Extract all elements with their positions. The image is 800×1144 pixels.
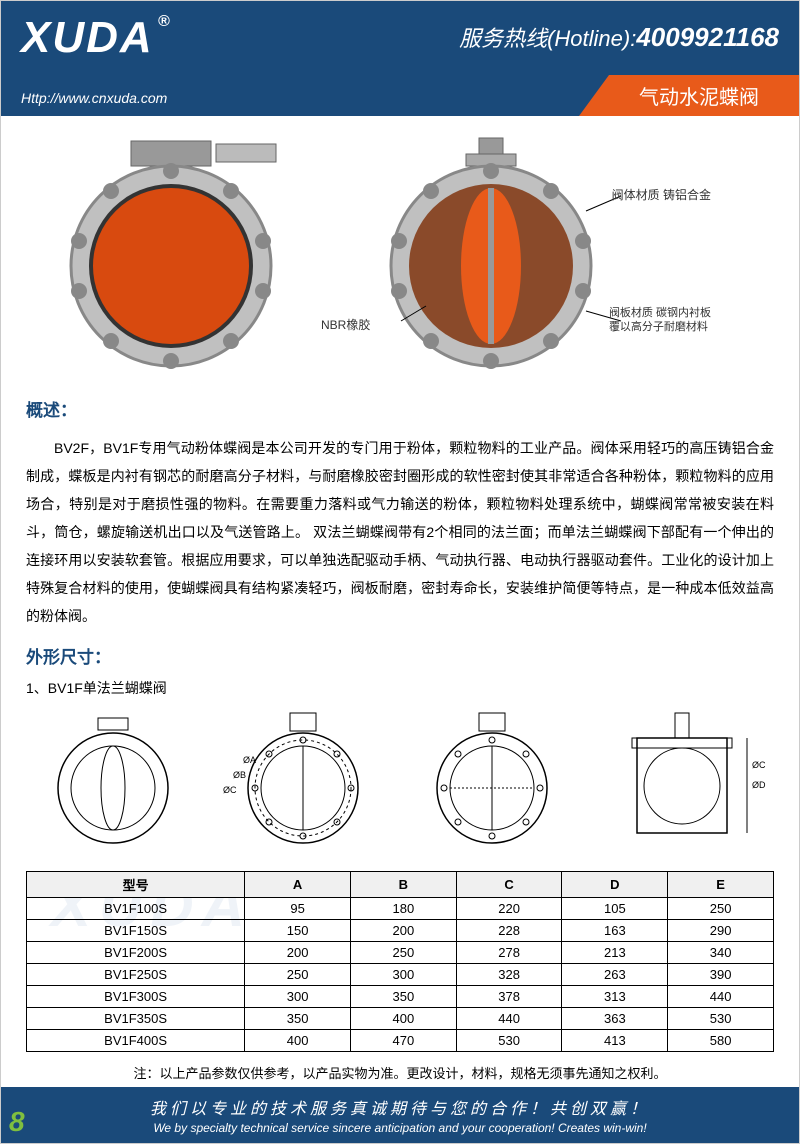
table-cell: BV1F250S (27, 964, 245, 986)
footer-slogan-en: We by specialty technical service sincer… (21, 1121, 779, 1135)
website-url: Http://www.cnxuda.com (21, 90, 167, 106)
table-cell: BV1F300S (27, 986, 245, 1008)
table-header-cell: C (456, 872, 562, 898)
table-row: BV1F100S95180220105250 (27, 898, 774, 920)
table-cell: 278 (456, 942, 562, 964)
table-cell: 350 (245, 1008, 351, 1030)
dimensions-title: 外形尺寸： (1, 638, 799, 673)
footer-slogan-cn: 我们以专业的技术服务真诚期待与您的合作！共创双赢！ (21, 1095, 779, 1119)
tech-drawing-2: ØC ØB ØA (218, 708, 393, 858)
overview-title: 概述： (1, 391, 799, 426)
table-cell: 350 (350, 986, 456, 1008)
table-cell: 530 (668, 1008, 774, 1030)
table-cell: 220 (456, 898, 562, 920)
tech-drawing-1 (28, 708, 203, 858)
table-header-cell: 型号 (27, 872, 245, 898)
tech-drawing-4: ØD ØC (597, 708, 772, 858)
table-cell: 213 (562, 942, 668, 964)
table-cell: 250 (245, 964, 351, 986)
table-cell: 300 (245, 986, 351, 1008)
table-cell: 470 (350, 1030, 456, 1052)
table-cell: 150 (245, 920, 351, 942)
table-cell: BV1F150S (27, 920, 245, 942)
registered-mark: ® (158, 13, 172, 31)
table-cell: 400 (245, 1030, 351, 1052)
table-row: BV1F150S150200228163290 (27, 920, 774, 942)
table-cell: 263 (562, 964, 668, 986)
product-images-row: NBR橡胶 阀体材质 铸铝合金 阀板材质 碳钢内衬板 覆以高分子耐磨材料 (1, 116, 799, 391)
specifications-table: 型号ABCDE BV1F100S95180220105250BV1F150S15… (26, 871, 774, 1052)
tech-drawing-3 (407, 708, 582, 858)
page-number: 8 (9, 1106, 25, 1138)
nbr-label: NBR橡胶 (321, 316, 370, 333)
footer: 8 我们以专业的技术服务真诚期待与您的合作！共创双赢！ We by specia… (1, 1087, 799, 1143)
table-cell: 413 (562, 1030, 668, 1052)
disclaimer-note: 注：以上产品参数仅供参考，以产品实物为准。更改设计，材料，规格无须事先通知之权利… (1, 1060, 799, 1087)
table-header-cell: B (350, 872, 456, 898)
table-row: BV1F200S200250278213340 (27, 942, 774, 964)
table-row: BV1F350S350400440363530 (27, 1008, 774, 1030)
table-cell: 580 (668, 1030, 774, 1052)
table-header-cell: D (562, 872, 668, 898)
valve-open-svg (331, 136, 651, 376)
table-header-cell: A (245, 872, 351, 898)
technical-drawings-row: ØC ØB ØA ØD ØC (1, 703, 799, 863)
svg-text:ØD: ØD (752, 780, 766, 790)
table-cell: 200 (245, 942, 351, 964)
body-material-label: 阀体材质 铸铝合金 (612, 186, 711, 203)
table-cell: 530 (456, 1030, 562, 1052)
svg-text:ØB: ØB (233, 770, 246, 780)
table-cell: 300 (350, 964, 456, 986)
table-cell: 163 (562, 920, 668, 942)
table-cell: 390 (668, 964, 774, 986)
valve-image-1 (31, 136, 311, 381)
hotline: 服务热线(Hotline):4009921168 (459, 21, 779, 53)
page-container: XUDA ® 服务热线(Hotline):4009921168 Http://w… (0, 0, 800, 1144)
table-cell: 328 (456, 964, 562, 986)
table-cell: 290 (668, 920, 774, 942)
table-cell: 250 (668, 898, 774, 920)
header: XUDA ® 服务热线(Hotline):4009921168 Http://w… (1, 1, 799, 116)
table-cell: 95 (245, 898, 351, 920)
table-cell: 200 (350, 920, 456, 942)
table-cell: 105 (562, 898, 668, 920)
valve-image-2: NBR橡胶 阀体材质 铸铝合金 阀板材质 碳钢内衬板 覆以高分子耐磨材料 (331, 136, 651, 381)
product-title-banner: 气动水泥蝶阀 (579, 75, 799, 116)
table-row: BV1F400S400470530413580 (27, 1030, 774, 1052)
table-cell: 378 (456, 986, 562, 1008)
svg-text:ØA: ØA (243, 755, 256, 765)
table-cell: 250 (350, 942, 456, 964)
table-cell: BV1F100S (27, 898, 245, 920)
table-cell: 180 (350, 898, 456, 920)
table-cell: BV1F200S (27, 942, 245, 964)
table-cell: 400 (350, 1008, 456, 1030)
table-cell: 440 (456, 1008, 562, 1030)
svg-text:ØC: ØC (223, 785, 237, 795)
dimensions-subtitle: 1、BV1F单法兰蝴蝶阀 (1, 673, 799, 703)
table-cell: 228 (456, 920, 562, 942)
hotline-number: 4009921168 (636, 22, 779, 52)
valve-closed-svg (31, 136, 311, 376)
description-text: BV2F，BV1F专用气动粉体蝶阀是本公司开发的专门用于粉体，颗粒物料的工业产品… (1, 426, 799, 638)
svg-text:ØC: ØC (752, 760, 766, 770)
hotline-label: 服务热线(Hotline): (459, 26, 636, 51)
table-row: BV1F250S250300328263390 (27, 964, 774, 986)
table-header-cell: E (668, 872, 774, 898)
disc-material-label: 阀板材质 碳钢内衬板 覆以高分子耐磨材料 (609, 306, 711, 335)
table-cell: 363 (562, 1008, 668, 1030)
logo-text: XUDA (21, 13, 154, 62)
brand-logo: XUDA ® (21, 13, 154, 63)
table-cell: 313 (562, 986, 668, 1008)
table-cell: BV1F400S (27, 1030, 245, 1052)
table-cell: BV1F350S (27, 1008, 245, 1030)
table-header-row: 型号ABCDE (27, 872, 774, 898)
table-cell: 340 (668, 942, 774, 964)
table-cell: 440 (668, 986, 774, 1008)
table-row: BV1F300S300350378313440 (27, 986, 774, 1008)
